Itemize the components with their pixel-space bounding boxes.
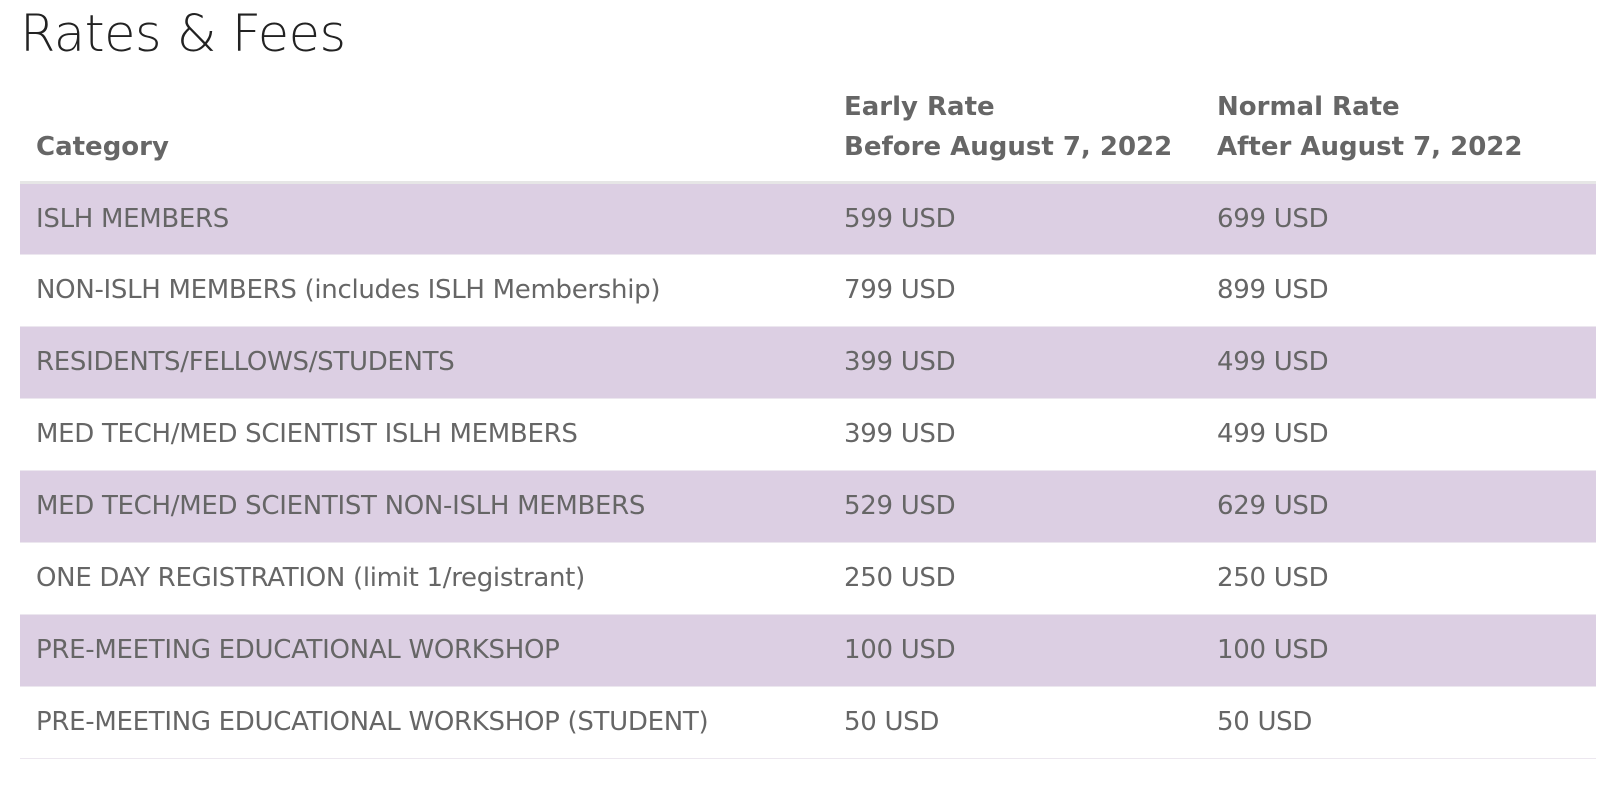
cell-early-rate: 250 USD <box>828 542 1201 615</box>
header-normal-rate-label: Normal Rate <box>1217 91 1400 122</box>
table-row: ONE DAY REGISTRATION (limit 1/registrant… <box>20 542 1596 615</box>
cell-early-rate: 529 USD <box>828 470 1201 543</box>
cell-category: ONE DAY REGISTRATION (limit 1/registrant… <box>20 542 828 615</box>
table-row: PRE-MEETING EDUCATIONAL WORKSHOP 100 USD… <box>20 614 1596 687</box>
cell-normal-rate: 499 USD <box>1201 326 1596 399</box>
cell-early-rate: 399 USD <box>828 326 1201 399</box>
cell-normal-rate: 499 USD <box>1201 398 1596 471</box>
cell-early-rate: 399 USD <box>828 398 1201 471</box>
cell-early-rate: 100 USD <box>828 614 1201 687</box>
cell-early-rate: 599 USD <box>828 182 1201 255</box>
header-normal-rate: Normal Rate After August 7, 2022 <box>1201 86 1596 184</box>
cell-category: MED TECH/MED SCIENTIST NON-ISLH MEMBERS <box>20 470 828 543</box>
table-row: ISLH MEMBERS 599 USD 699 USD <box>20 182 1596 255</box>
page-title: Rates & Fees <box>20 5 346 64</box>
table-row: PRE-MEETING EDUCATIONAL WORKSHOP (STUDEN… <box>20 686 1596 759</box>
table-row: MED TECH/MED SCIENTIST NON-ISLH MEMBERS … <box>20 470 1596 543</box>
header-early-rate-date: Before August 7, 2022 <box>844 131 1173 162</box>
header-category-label: Category <box>36 131 169 162</box>
cell-normal-rate: 899 USD <box>1201 254 1596 327</box>
rates-table-body: ISLH MEMBERS 599 USD 699 USD NON-ISLH ME… <box>20 182 1596 759</box>
cell-category: ISLH MEMBERS <box>20 182 828 255</box>
cell-normal-rate: 699 USD <box>1201 182 1596 255</box>
header-row: Category Early Rate Before August 7, 202… <box>20 86 1596 184</box>
cell-normal-rate: 629 USD <box>1201 470 1596 543</box>
cell-early-rate: 799 USD <box>828 254 1201 327</box>
cell-normal-rate: 100 USD <box>1201 614 1596 687</box>
header-early-rate-label: Early Rate <box>844 91 995 122</box>
table-row: RESIDENTS/FELLOWS/STUDENTS 399 USD 499 U… <box>20 326 1596 399</box>
header-early-rate: Early Rate Before August 7, 2022 <box>828 86 1201 184</box>
cell-early-rate: 50 USD <box>828 686 1201 759</box>
cell-normal-rate: 50 USD <box>1201 686 1596 759</box>
header-category: Category <box>20 86 828 184</box>
table-row: MED TECH/MED SCIENTIST ISLH MEMBERS 399 … <box>20 398 1596 471</box>
cell-category: MED TECH/MED SCIENTIST ISLH MEMBERS <box>20 398 828 471</box>
header-normal-rate-date: After August 7, 2022 <box>1217 131 1523 162</box>
cell-category: NON-ISLH MEMBERS (includes ISLH Membersh… <box>20 254 828 327</box>
rates-table: Category Early Rate Before August 7, 202… <box>20 86 1596 759</box>
cell-category: RESIDENTS/FELLOWS/STUDENTS <box>20 326 828 399</box>
cell-category: PRE-MEETING EDUCATIONAL WORKSHOP (STUDEN… <box>20 686 828 759</box>
rates-table-header: Category Early Rate Before August 7, 202… <box>20 86 1596 184</box>
cell-category: PRE-MEETING EDUCATIONAL WORKSHOP <box>20 614 828 687</box>
table-row: NON-ISLH MEMBERS (includes ISLH Membersh… <box>20 254 1596 327</box>
cell-normal-rate: 250 USD <box>1201 542 1596 615</box>
